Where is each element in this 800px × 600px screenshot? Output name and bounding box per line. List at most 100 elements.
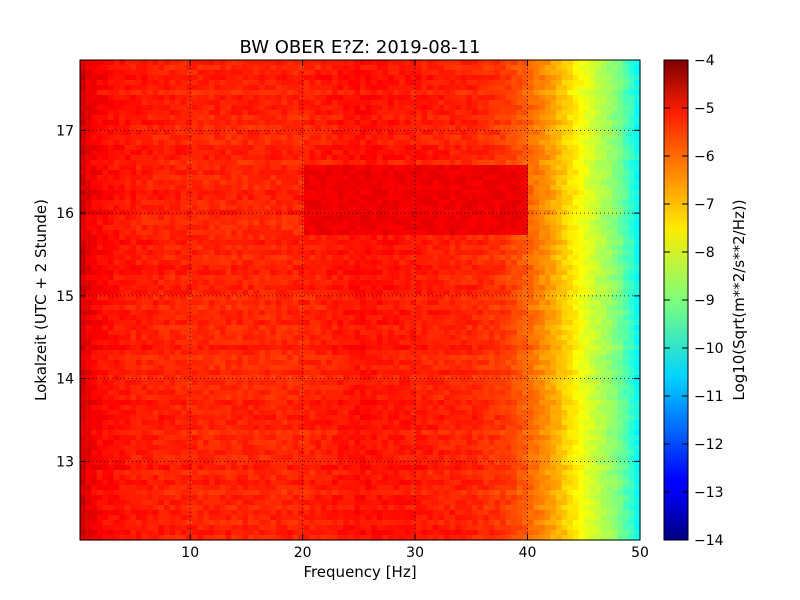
heatmap-cell bbox=[472, 180, 479, 186]
heatmap-cell bbox=[528, 155, 535, 161]
heatmap-cell bbox=[236, 90, 243, 96]
heatmap-cell bbox=[483, 200, 490, 206]
heatmap-cell bbox=[337, 185, 344, 191]
heatmap-cell bbox=[276, 180, 283, 186]
heatmap-cell bbox=[376, 240, 383, 246]
heatmap-cell bbox=[337, 75, 344, 81]
heatmap-cell bbox=[533, 240, 540, 246]
heatmap-cell bbox=[483, 60, 490, 66]
heatmap-cell bbox=[505, 95, 512, 101]
heatmap-cell bbox=[544, 265, 551, 271]
heatmap-cell bbox=[130, 70, 137, 76]
heatmap-cell bbox=[343, 185, 350, 191]
heatmap-cell bbox=[550, 85, 557, 91]
heatmap-cell bbox=[264, 260, 271, 266]
heatmap-cell bbox=[102, 210, 109, 216]
heatmap-cell bbox=[130, 250, 137, 256]
heatmap-cell bbox=[315, 110, 322, 116]
heatmap-cell bbox=[186, 285, 193, 291]
heatmap-cell bbox=[589, 270, 596, 276]
heatmap-cell bbox=[186, 120, 193, 126]
heatmap-cell bbox=[550, 270, 557, 276]
heatmap-cell bbox=[612, 125, 619, 131]
heatmap-cell bbox=[606, 145, 613, 151]
heatmap-cell bbox=[169, 245, 176, 251]
heatmap-cell bbox=[96, 150, 103, 156]
heatmap-cell bbox=[600, 235, 607, 241]
heatmap-cell bbox=[567, 200, 574, 206]
heatmap-cell bbox=[522, 290, 529, 296]
heatmap-cell bbox=[96, 175, 103, 181]
heatmap-cell bbox=[197, 225, 204, 231]
heatmap-cell bbox=[483, 70, 490, 76]
heatmap-cell bbox=[248, 285, 255, 291]
heatmap-cell bbox=[332, 290, 339, 296]
heatmap-cell bbox=[186, 70, 193, 76]
heatmap-cell bbox=[136, 300, 143, 306]
heatmap-cell bbox=[102, 185, 109, 191]
heatmap-cell bbox=[309, 295, 316, 301]
heatmap-cell bbox=[416, 75, 423, 81]
heatmap-cell bbox=[236, 105, 243, 111]
heatmap-cell bbox=[404, 115, 411, 121]
heatmap-cell bbox=[186, 65, 193, 71]
heatmap-cell bbox=[175, 120, 182, 126]
heatmap-cell bbox=[80, 65, 87, 71]
heatmap-cell bbox=[292, 70, 299, 76]
heatmap-cell bbox=[432, 185, 439, 191]
heatmap-cell bbox=[80, 205, 87, 211]
heatmap-cell bbox=[270, 125, 277, 131]
heatmap-cell bbox=[96, 220, 103, 226]
heatmap-cell bbox=[360, 75, 367, 81]
heatmap-cell bbox=[567, 145, 574, 151]
heatmap-cell bbox=[113, 225, 120, 231]
heatmap-cell bbox=[404, 175, 411, 181]
heatmap-cell bbox=[164, 215, 171, 221]
heatmap-cell bbox=[612, 225, 619, 231]
heatmap-cell bbox=[561, 235, 568, 241]
heatmap-cell bbox=[505, 245, 512, 251]
heatmap-cell bbox=[119, 150, 126, 156]
heatmap-cell bbox=[337, 90, 344, 96]
heatmap-cell bbox=[511, 270, 518, 276]
heatmap-cell bbox=[449, 220, 456, 226]
heatmap-cell bbox=[259, 105, 266, 111]
heatmap-cell bbox=[175, 110, 182, 116]
heatmap-cell bbox=[164, 95, 171, 101]
heatmap-cell bbox=[80, 85, 87, 91]
heatmap-cell bbox=[595, 215, 602, 221]
heatmap-cell bbox=[287, 290, 294, 296]
heatmap-cell bbox=[108, 85, 115, 91]
heatmap-cell bbox=[180, 290, 187, 296]
heatmap-cell bbox=[152, 305, 159, 311]
heatmap-cell bbox=[91, 130, 98, 136]
heatmap-cell bbox=[304, 135, 311, 141]
heatmap-cell bbox=[410, 220, 417, 226]
heatmap-cell bbox=[556, 145, 563, 151]
heatmap-cell bbox=[80, 285, 87, 291]
heatmap-cell bbox=[186, 180, 193, 186]
heatmap-cell bbox=[332, 100, 339, 106]
heatmap-cell bbox=[528, 230, 535, 236]
heatmap-cell bbox=[108, 225, 115, 231]
heatmap-cell bbox=[528, 285, 535, 291]
heatmap-cell bbox=[236, 125, 243, 131]
heatmap-cell bbox=[152, 105, 159, 111]
heatmap-cell bbox=[444, 130, 451, 136]
heatmap-cell bbox=[192, 120, 199, 126]
heatmap-cell bbox=[477, 275, 484, 281]
heatmap-cell bbox=[612, 90, 619, 96]
heatmap-cell bbox=[494, 150, 501, 156]
heatmap-cell bbox=[348, 85, 355, 91]
heatmap-cell bbox=[617, 275, 624, 281]
heatmap-cell bbox=[141, 110, 148, 116]
heatmap-cell bbox=[589, 240, 596, 246]
heatmap-cell bbox=[455, 285, 462, 291]
heatmap-cell bbox=[320, 110, 327, 116]
heatmap-cell bbox=[623, 205, 630, 211]
heatmap-cell bbox=[488, 205, 495, 211]
heatmap-cell bbox=[231, 165, 238, 171]
heatmap-cell bbox=[113, 125, 120, 131]
heatmap-cell bbox=[343, 200, 350, 206]
heatmap-cell bbox=[343, 145, 350, 151]
